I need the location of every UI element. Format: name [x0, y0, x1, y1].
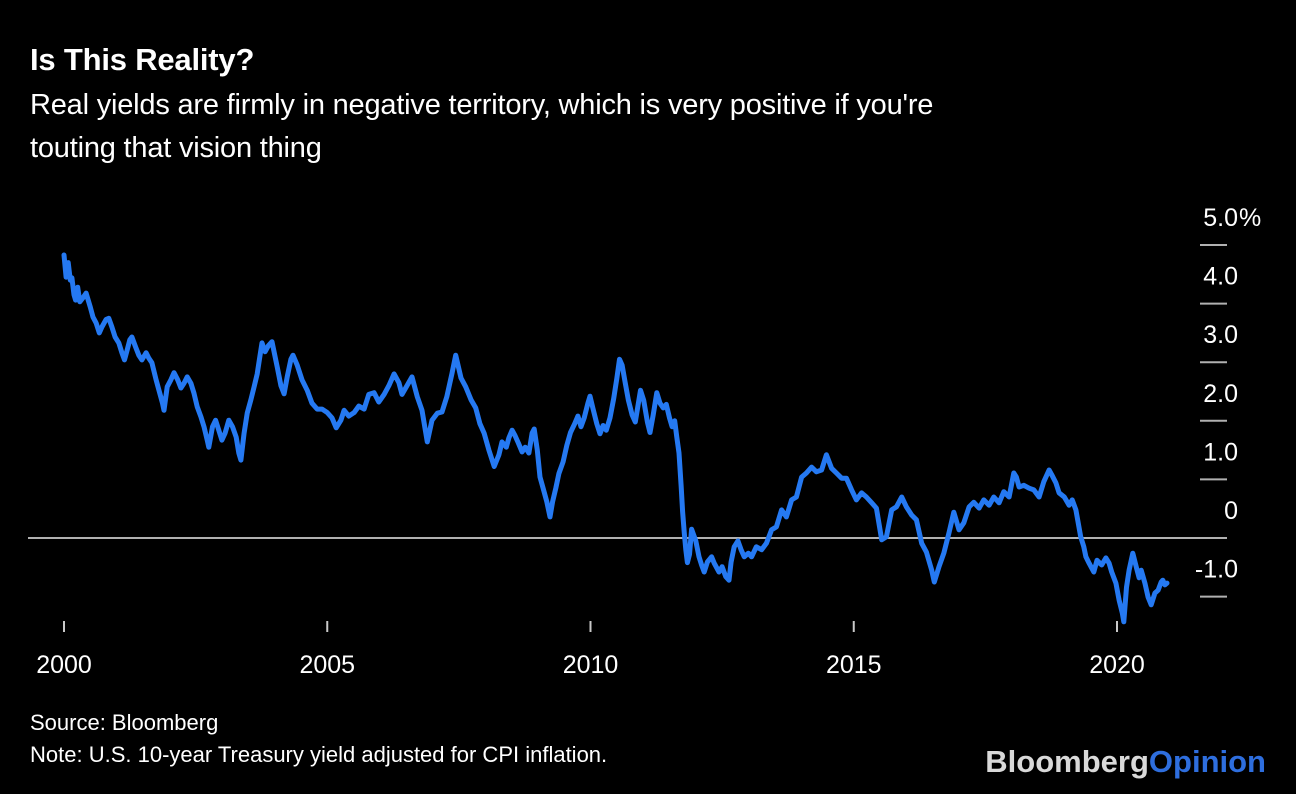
bloomberg-opinion-logo: BloombergOpinion [985, 744, 1266, 780]
x-axis-label: 2000 [36, 651, 92, 679]
logo-opinion-text: Opinion [1148, 744, 1266, 779]
y-axis-label: 3.0 [1203, 321, 1238, 349]
x-axis-label: 2010 [563, 651, 619, 679]
note-text: Note: U.S. 10-year Treasury yield adjust… [30, 742, 608, 767]
y-axis-label: 0 [1224, 497, 1238, 525]
chart-subtitle: Real yields are firmly in negative terri… [30, 84, 933, 170]
subtitle-line-2: touting that vision thing [30, 132, 322, 164]
y-axis-label: 2.0 [1203, 380, 1238, 408]
y-axis-label: 1.0 [1203, 438, 1238, 466]
source-text: Source: Bloomberg [30, 710, 219, 735]
chart-footer: Source: Bloomberg Note: U.S. 10-year Tre… [30, 707, 607, 771]
subtitle-line-1: Real yields are firmly in negative terri… [30, 89, 934, 121]
y-axis-label: 4.0 [1203, 263, 1238, 291]
x-axis-label: 2015 [826, 651, 882, 679]
logo-bloomberg-text: Bloomberg [985, 744, 1149, 779]
y-axis-label: -1.0 [1195, 556, 1238, 584]
chart-title: Is This Reality? [30, 42, 255, 77]
y-axis-unit-percent: % [1239, 204, 1261, 232]
x-axis-label: 2005 [299, 651, 355, 679]
real-yield-line [61, 252, 1170, 625]
y-axis-label: 5.0 [1203, 204, 1238, 232]
x-axis-label: 2020 [1089, 651, 1145, 679]
